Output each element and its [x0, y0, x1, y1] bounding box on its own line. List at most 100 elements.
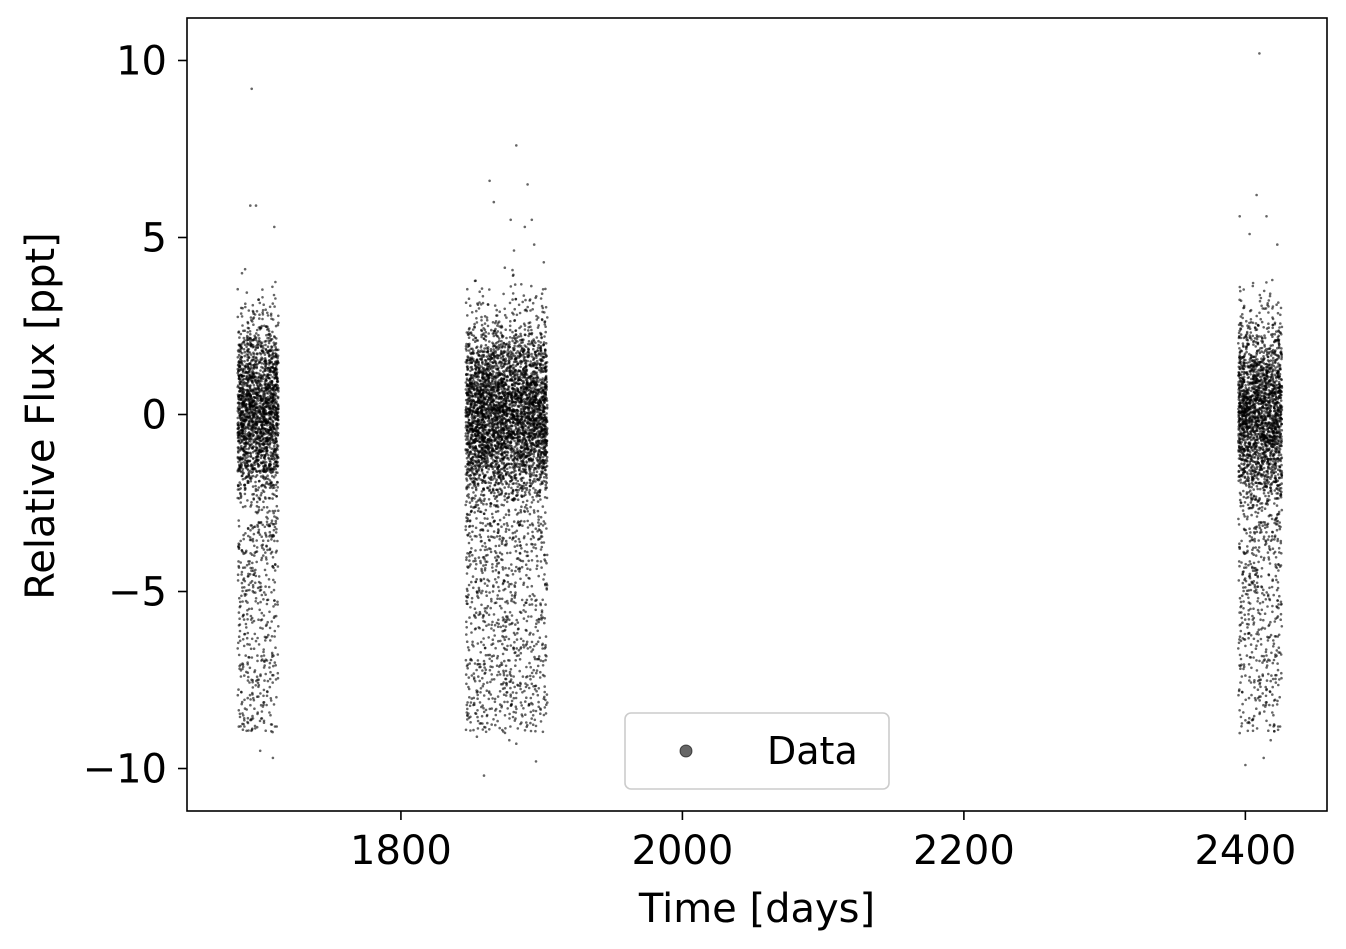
data-point	[486, 470, 489, 474]
data-point	[247, 309, 251, 312]
data-point	[236, 693, 240, 697]
data-point	[257, 505, 261, 509]
data-point	[253, 449, 256, 453]
data-point	[243, 725, 246, 728]
data-point	[237, 545, 240, 549]
data-point	[258, 390, 261, 394]
data-point	[239, 397, 243, 401]
data-point	[529, 309, 532, 312]
data-point	[237, 653, 241, 657]
data-point	[481, 544, 484, 548]
data-point	[244, 532, 247, 535]
data-point	[262, 614, 266, 617]
data-point	[256, 659, 259, 663]
data-point	[497, 437, 501, 441]
data-point	[246, 527, 250, 530]
data-point	[543, 335, 546, 338]
data-point	[544, 325, 547, 329]
data-point	[263, 386, 266, 390]
data-point	[264, 308, 268, 312]
data-point	[267, 401, 271, 405]
data-point	[248, 536, 252, 539]
data-point	[535, 362, 539, 365]
data-point	[268, 459, 272, 463]
data-point	[242, 402, 246, 405]
data-point	[263, 458, 267, 461]
data-point	[250, 729, 253, 733]
data-point	[252, 573, 255, 576]
data-point	[260, 442, 264, 446]
data-point	[483, 322, 487, 325]
data-point	[525, 499, 529, 503]
data-point	[252, 498, 256, 501]
data-point	[273, 515, 276, 518]
data-point	[243, 360, 246, 363]
data-point	[273, 432, 276, 435]
data-point	[270, 481, 273, 485]
data-point	[260, 423, 263, 427]
data-point	[503, 494, 506, 498]
data-point	[242, 329, 245, 333]
data-point	[247, 675, 250, 679]
data-point	[259, 456, 263, 460]
data-point	[545, 407, 549, 410]
data-point	[244, 409, 248, 412]
data-point	[535, 359, 539, 363]
data-point	[270, 380, 274, 383]
data-point	[264, 461, 268, 464]
data-point	[528, 364, 531, 367]
data-point	[239, 389, 243, 392]
data-point	[259, 673, 262, 676]
data-point	[541, 455, 545, 459]
data-point	[519, 334, 523, 338]
data-point	[527, 334, 530, 338]
data-point	[254, 392, 257, 396]
data-point	[254, 684, 257, 687]
data-point	[237, 624, 241, 627]
data-point	[251, 680, 254, 684]
data-point	[467, 336, 471, 340]
data-point	[508, 340, 511, 344]
data-point	[494, 342, 498, 345]
data-point	[243, 483, 247, 487]
data-point	[245, 390, 249, 393]
data-point	[516, 485, 519, 489]
data-point	[241, 478, 245, 481]
data-point	[528, 299, 531, 302]
data-point	[260, 454, 263, 458]
data-point	[267, 433, 271, 436]
data-point	[247, 419, 251, 423]
data-point	[247, 469, 250, 472]
data-point	[262, 591, 266, 594]
data-point	[501, 358, 505, 362]
data-point	[481, 294, 485, 298]
data-point	[274, 474, 277, 477]
data-point	[258, 428, 262, 431]
data-point	[273, 581, 277, 584]
data-point	[525, 481, 529, 485]
data-point	[487, 415, 490, 419]
data-point	[544, 483, 548, 487]
data-point	[274, 551, 278, 554]
data-point	[264, 531, 267, 535]
data-point	[261, 410, 265, 414]
data-point	[251, 485, 255, 488]
data-point	[262, 303, 266, 307]
data-point	[272, 578, 275, 582]
data-point	[239, 382, 242, 386]
data-point	[268, 610, 271, 614]
data-point	[243, 592, 247, 596]
data-point	[265, 602, 269, 606]
data-point	[249, 647, 253, 651]
data-point	[262, 648, 266, 651]
data-point	[243, 350, 246, 354]
data-point	[240, 346, 243, 350]
data-point	[261, 350, 264, 353]
data-point	[273, 447, 277, 451]
data-point	[275, 527, 278, 531]
data-point	[271, 681, 275, 684]
data-point	[253, 525, 257, 528]
data-point	[257, 496, 261, 500]
data-point	[254, 597, 258, 600]
data-point	[243, 463, 247, 467]
